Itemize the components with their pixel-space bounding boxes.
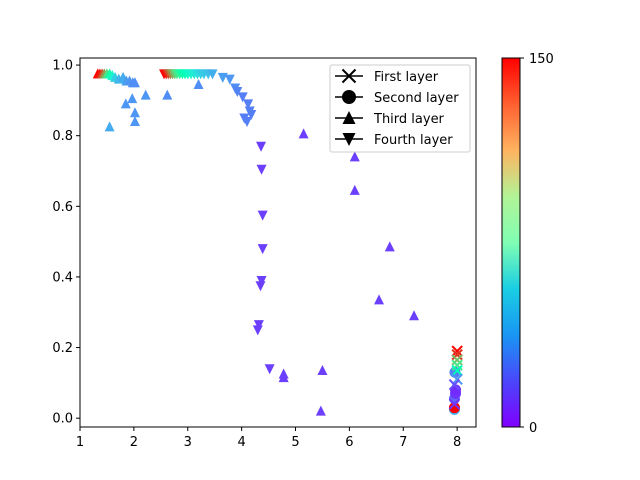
legend: First layer Second layer Third layer Fourth… [329, 64, 471, 153]
y-tick-label: 0.0 [52, 412, 73, 427]
x-axis: 1 2 3 4 5 6 7 8 [76, 427, 461, 450]
y-tick-label: 1.0 [52, 59, 73, 74]
fourth-layer-point [257, 210, 268, 221]
x-tick-label: 5 [291, 435, 299, 450]
fourth-layer-point [256, 164, 267, 175]
third-layer-point [162, 89, 173, 100]
x-tick-label: 3 [184, 435, 192, 450]
y-axis: 0.0 0.2 0.4 0.6 0.8 1.0 [52, 59, 80, 427]
third-layer-point [298, 128, 309, 139]
third-layer-point [315, 405, 326, 416]
third-layer-point [129, 116, 140, 127]
fourth-layer-point [217, 72, 228, 83]
fourth-layer-point [257, 244, 268, 255]
legend-box [329, 64, 471, 153]
x-tick-label: 1 [76, 435, 84, 450]
fourth-layer-point [224, 74, 235, 85]
first-layer-point [451, 345, 463, 357]
legend-label: Second layer [374, 91, 459, 106]
third-layer-point [129, 77, 140, 88]
fourth-layer-point [242, 117, 253, 128]
colorbar-tick-max: 150 [529, 52, 554, 67]
y-tick-label: 0.8 [52, 129, 73, 144]
fourth-layer-point [256, 141, 267, 152]
legend-label: Fourth layer [374, 133, 453, 148]
fourth-layer-point [255, 281, 266, 292]
first-layer-point [451, 364, 463, 377]
legend-marker-third-layer [342, 111, 356, 124]
fourth-layer-point [232, 87, 243, 98]
third-layer-point [104, 121, 115, 132]
third-layer-point [129, 107, 140, 118]
fourth-layer-point [246, 109, 257, 120]
third-layer-point [278, 372, 289, 383]
fourth-layer-point [237, 92, 248, 103]
data-markers [92, 68, 463, 416]
x-tick-label: 6 [345, 435, 353, 450]
colorbar-gradient [502, 58, 520, 427]
y-tick-label: 0.4 [52, 270, 73, 285]
third-layer-point [317, 365, 328, 376]
legend-marker-fourth-layer [342, 133, 356, 146]
third-layer-point [127, 93, 138, 104]
first-layer-point [451, 354, 463, 366]
first-layer-point [448, 398, 461, 410]
legend-marker-first-layer [341, 68, 357, 84]
x-tick-label: 2 [130, 435, 138, 450]
first-layer-point [448, 378, 461, 391]
x-tick-label: 7 [399, 435, 407, 450]
x-tick-label: 8 [453, 435, 461, 450]
fourth-layer-point [264, 364, 275, 375]
fourth-layer-point [207, 69, 218, 80]
third-layer-point [349, 184, 360, 195]
fourth-layer-point [253, 320, 264, 331]
legend-label: First layer [374, 70, 439, 85]
y-tick-label: 0.2 [52, 341, 73, 356]
legend-label: Third layer [373, 112, 445, 127]
third-layer-point [384, 241, 395, 252]
fourth-layer-point [252, 325, 263, 336]
fourth-layer-point [243, 99, 254, 110]
legend-marker-second-layer [342, 90, 356, 104]
third-layer-point [349, 151, 360, 162]
colorbar-tick-min: 0 [529, 421, 537, 436]
plot-frame [79, 57, 477, 428]
fourth-layer-point [256, 275, 267, 286]
third-layer-point [140, 89, 151, 100]
y-tick-label: 0.6 [52, 200, 73, 215]
x-tick-label: 4 [237, 435, 245, 450]
third-layer-point [120, 98, 131, 109]
third-layer-point [409, 310, 420, 321]
colorbar-frame [501, 57, 521, 428]
third-layer-point [193, 78, 204, 89]
colorbar: 0 150 [501, 52, 554, 436]
third-layer-point [374, 294, 385, 305]
